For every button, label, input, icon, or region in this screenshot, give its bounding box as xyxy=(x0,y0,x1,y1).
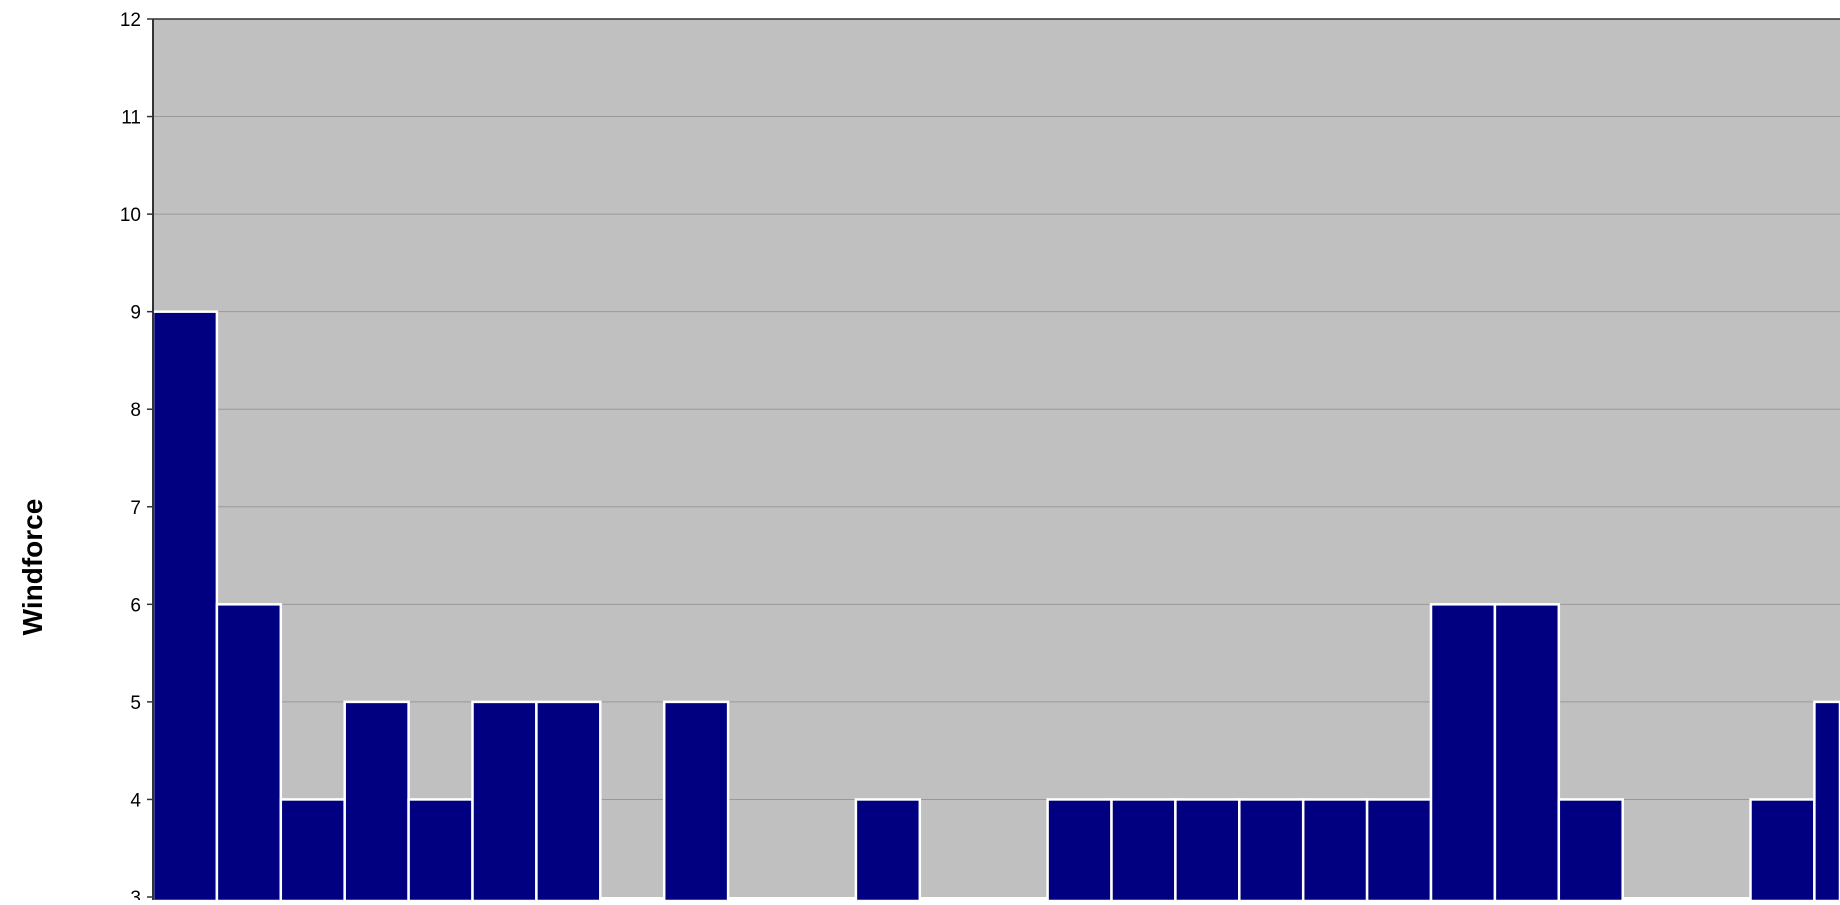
bar-11 xyxy=(854,798,922,903)
y-tick-label-7: 7 xyxy=(130,498,141,519)
bar-3 xyxy=(343,700,410,903)
bar-18 xyxy=(1301,798,1369,903)
bar-14 xyxy=(1046,798,1113,903)
y-tick-label-3: 3 xyxy=(130,888,141,900)
y-tick-label-8: 8 xyxy=(130,400,141,421)
bar-17 xyxy=(1238,798,1305,903)
bar-5 xyxy=(471,700,538,903)
y-tick-label-6: 6 xyxy=(130,595,141,616)
y-tick-label-4: 4 xyxy=(130,790,141,811)
bar-19 xyxy=(1365,798,1433,903)
bar-2 xyxy=(279,798,346,903)
bar-8 xyxy=(662,700,730,903)
bar-22 xyxy=(1557,798,1624,903)
bar-16 xyxy=(1174,798,1241,903)
y-tick-labels: 3 4 5 6 7 8 9 10 11 12 xyxy=(120,10,142,905)
gridlines xyxy=(153,18,1840,800)
bar-15 xyxy=(1110,798,1177,903)
bar-20 xyxy=(1429,603,1497,903)
bar-0 xyxy=(151,310,219,903)
bar-4 xyxy=(407,798,474,903)
y-tick-label-12: 12 xyxy=(120,10,141,31)
bar-1 xyxy=(215,603,283,903)
bar-25 xyxy=(1749,798,1816,903)
bar-6 xyxy=(535,700,602,903)
bar-26 xyxy=(1813,700,1840,903)
y-axis-label: Windforce xyxy=(17,499,48,636)
y-axis xyxy=(147,18,154,900)
y-tick-label-10: 10 xyxy=(120,205,141,226)
bars xyxy=(151,310,1840,903)
bar-21 xyxy=(1493,603,1561,903)
y-tick-label-9: 9 xyxy=(130,303,141,324)
y-tick-label-11: 11 xyxy=(121,108,141,129)
y-tick-label-5: 5 xyxy=(130,693,141,714)
